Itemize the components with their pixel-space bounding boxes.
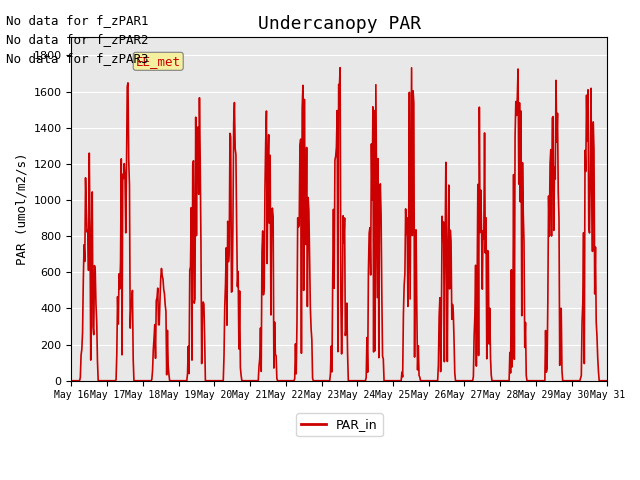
Text: No data for f_zPAR2: No data for f_zPAR2 bbox=[6, 33, 149, 46]
Title: Undercanopy PAR: Undercanopy PAR bbox=[258, 15, 421, 33]
Y-axis label: PAR (umol/m2/s): PAR (umol/m2/s) bbox=[15, 153, 28, 265]
Text: No data for f_zPAR3: No data for f_zPAR3 bbox=[6, 52, 149, 65]
Legend: PAR_in: PAR_in bbox=[296, 413, 383, 436]
Text: EE_met: EE_met bbox=[136, 55, 180, 68]
Text: No data for f_zPAR1: No data for f_zPAR1 bbox=[6, 14, 149, 27]
